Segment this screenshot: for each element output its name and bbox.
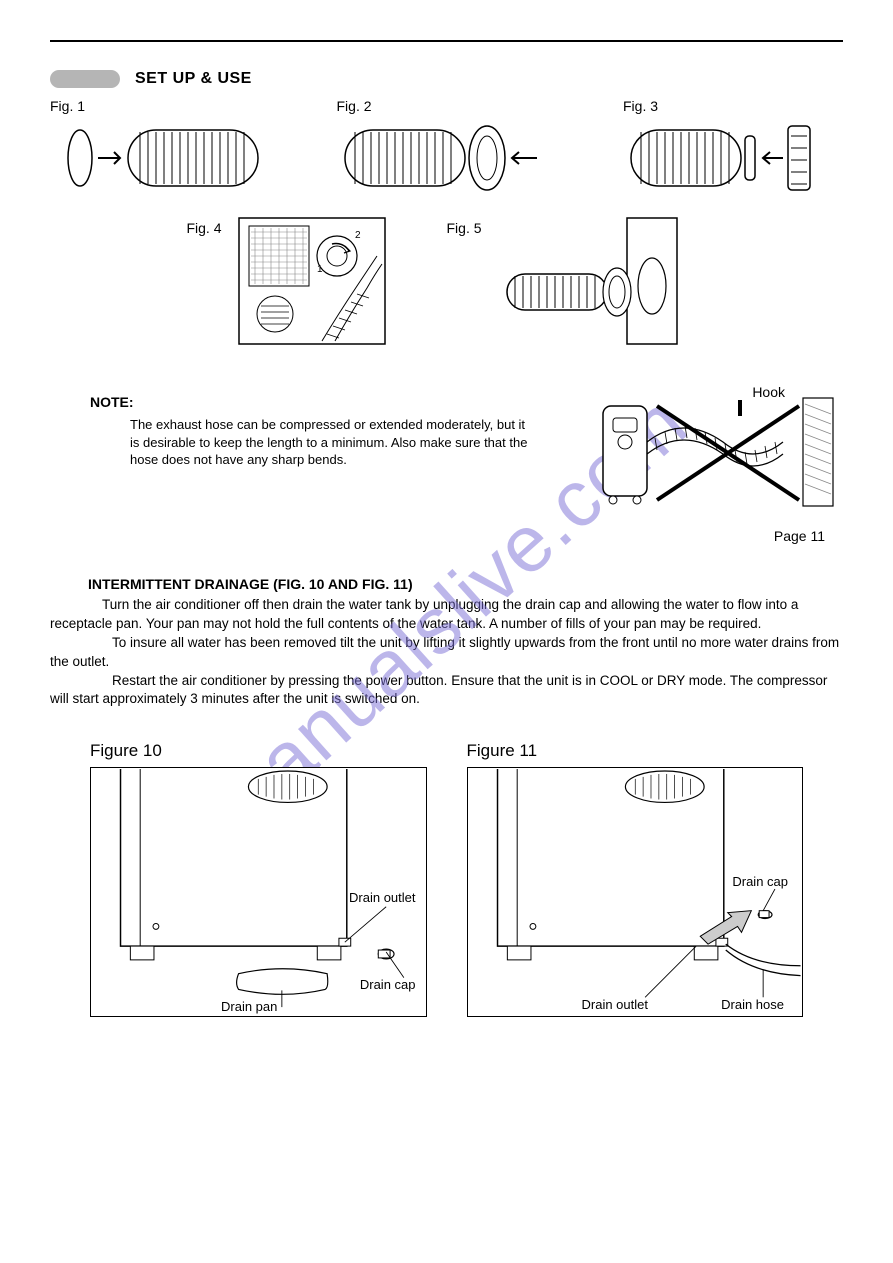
fig-4-diagram: 2 1	[237, 216, 387, 346]
fig-1-diagram	[50, 118, 270, 198]
fig-3-diagram	[623, 118, 843, 198]
figure-row-2: Fig. 4 2 1	[50, 216, 843, 346]
drainage-title: INTERMITTENT DRAINAGE (FIG. 10 AND FIG. …	[88, 576, 843, 592]
note-body: The exhaust hose can be compressed or ex…	[130, 416, 530, 469]
figure-10-label: Figure 10	[90, 741, 427, 761]
fig11-drain-cap: Drain cap	[732, 874, 788, 889]
figure-11-label: Figure 11	[467, 741, 804, 761]
fig-3-block: Fig. 3	[623, 98, 843, 198]
drainage-p2: To insure all water has been removed til…	[50, 634, 843, 672]
note-diagram: Hook	[593, 394, 843, 514]
fig10-drain-outlet: Drain outlet	[349, 890, 415, 905]
figure-11-box: Drain cap Drain outlet Drain hose	[467, 767, 804, 1017]
fig-5-block: Fig. 5	[447, 216, 707, 346]
figure-row-1: Fig. 1 Fig. 2	[50, 98, 843, 198]
note-section: NOTE: The exhaust hose can be compressed…	[50, 394, 843, 514]
section-header: SET UP & USE	[50, 70, 843, 88]
fig-5-label: Fig. 5	[447, 220, 482, 236]
section-title: SET UP & USE	[135, 70, 252, 88]
svg-text:1: 1	[317, 264, 323, 275]
fig-3-label: Fig. 3	[623, 98, 658, 114]
fig10-drain-cap: Drain cap	[360, 977, 416, 992]
fig10-drain-pan: Drain pan	[221, 999, 277, 1014]
page-number: Page 11	[774, 528, 825, 544]
fig-5-diagram	[497, 216, 707, 346]
drainage-section: INTERMITTENT DRAINAGE (FIG. 10 AND FIG. …	[50, 576, 843, 709]
drainage-body: Turn the air conditioner off then drain …	[50, 596, 843, 709]
drainage-p3: Restart the air conditioner by pressing …	[50, 672, 843, 710]
fig-4-block: Fig. 4 2 1	[186, 216, 386, 346]
tab-pill-icon	[50, 70, 120, 88]
page-top-rule	[50, 40, 843, 42]
figure-10-wrap: Figure 10	[90, 741, 427, 1017]
fig-2-label: Fig. 2	[337, 98, 372, 114]
fig11-drain-hose: Drain hose	[721, 997, 784, 1012]
fig-1-block: Fig. 1	[50, 98, 270, 198]
fig-1-label: Fig. 1	[50, 98, 85, 114]
hook-label: Hook	[752, 384, 785, 400]
figure-11-wrap: Figure 11	[467, 741, 804, 1017]
drainage-p1: Turn the air conditioner off then drain …	[50, 596, 843, 634]
fig11-drain-outlet: Drain outlet	[582, 997, 648, 1012]
svg-text:2: 2	[355, 230, 361, 241]
fig-2-diagram	[337, 118, 557, 198]
fig-2-block: Fig. 2	[337, 98, 557, 198]
fig-4-label: Fig. 4	[186, 220, 221, 236]
note-title: NOTE:	[90, 394, 573, 410]
figures-bottom-row: Figure 10	[50, 741, 843, 1017]
figure-10-box: Drain outlet Drain cap Drain pan	[90, 767, 427, 1017]
